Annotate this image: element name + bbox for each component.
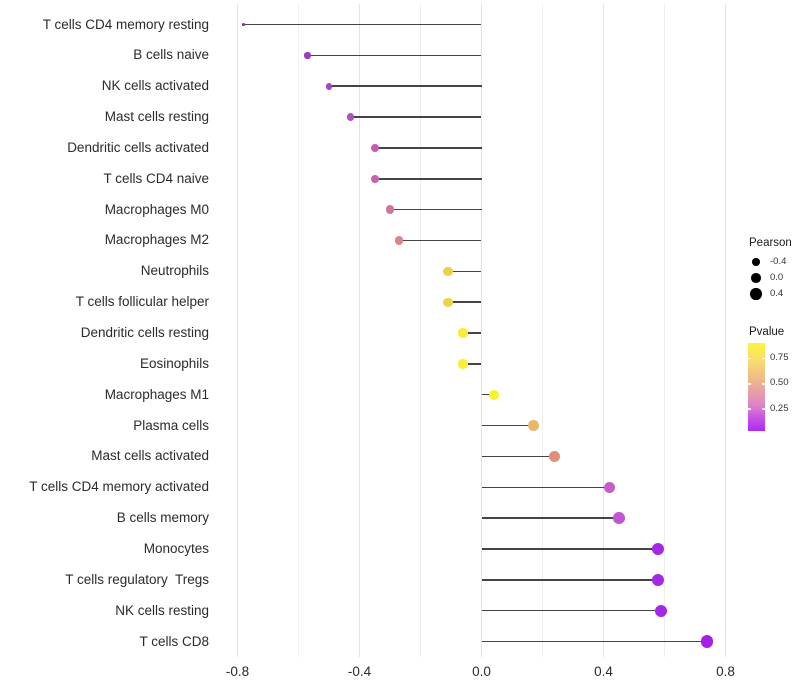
lollipop-dot	[488, 389, 499, 400]
row-label: Dendritic cells resting	[80, 325, 209, 340]
lollipop-stem	[481, 609, 662, 612]
lollipop-stem	[481, 640, 708, 643]
lollipop-stem	[243, 23, 482, 26]
size-legend-dot	[751, 273, 761, 283]
lollipop-dot	[370, 143, 379, 152]
row-label: Macrophages M2	[104, 232, 209, 248]
size-legend-title: Pearson	[749, 237, 792, 249]
lollipop-dot	[346, 113, 355, 121]
row-label: Macrophages M1	[104, 386, 209, 402]
lollipop-dot	[700, 635, 714, 648]
x-tick-label: -0.4	[347, 664, 372, 679]
row-label: T cells CD4 memory resting	[42, 16, 209, 32]
lollipop-dot	[549, 451, 561, 462]
gridline-major	[237, 4, 238, 657]
size-legend-label: -0.4	[770, 256, 787, 267]
lollipop-dot	[370, 174, 379, 183]
gridline-major	[725, 4, 726, 657]
row-label: Neutrophils	[140, 263, 209, 279]
colorbar-tick	[748, 357, 751, 359]
row-label: Dendritic cells activated	[67, 139, 209, 155]
colorbar-tick	[748, 408, 751, 410]
lollipop-dot	[655, 604, 668, 617]
lollipop-dot	[304, 52, 311, 59]
lollipop-stem	[463, 332, 482, 334]
lollipop-stem	[481, 579, 659, 581]
colorbar-tick-label: 0.50	[770, 377, 789, 388]
row-label: T cells CD4 naive	[103, 170, 209, 186]
gridline-minor	[420, 4, 421, 657]
lollipop-stem	[481, 424, 534, 427]
size-legend-label: 0.4	[770, 288, 784, 299]
row-label: T cells regulatory Tregs	[65, 571, 209, 587]
row-label: Monocytes	[143, 540, 209, 556]
row-label: Plasma cells	[133, 417, 209, 433]
row-label: T cells follicular helper	[75, 294, 209, 310]
lollipop-dot	[652, 573, 665, 586]
lollipop-dot	[242, 23, 245, 26]
gridline-minor	[664, 4, 665, 657]
gridline-major	[481, 4, 482, 657]
colorbar-tick	[762, 357, 765, 359]
lollipop-stem	[390, 208, 482, 211]
row-label: NK cells activated	[101, 78, 209, 94]
lollipop-stem	[463, 363, 482, 365]
lollipop-stem	[399, 239, 482, 242]
lollipop-dot	[612, 512, 625, 524]
lollipop-dot	[603, 481, 616, 493]
row-label: T cells CD4 memory activated	[29, 479, 209, 495]
row-label: Eosinophils	[139, 355, 209, 371]
size-legend-label: 0.0	[770, 272, 784, 283]
colorbar-tick-label: 0.25	[770, 402, 789, 414]
row-label: Mast cells resting	[104, 109, 209, 125]
gridline-major	[359, 4, 360, 657]
colorbar-tick	[762, 383, 765, 385]
lollipop-stem	[481, 486, 610, 488]
colorbar-tick-label: 0.75	[770, 351, 789, 363]
lollipop-stem	[481, 455, 555, 458]
lollipop-stem	[374, 147, 482, 149]
lollipop-stem	[447, 301, 482, 303]
lollipop-dot	[458, 359, 468, 369]
colorbar-tick	[762, 408, 765, 410]
colorbar-tick	[748, 383, 751, 385]
x-tick-label: -0.8	[225, 664, 250, 679]
x-tick-label: 0.4	[594, 664, 613, 679]
gridline-minor	[298, 4, 299, 657]
row-label: Macrophages M0	[104, 201, 209, 217]
row-label: B cells naive	[133, 47, 209, 63]
lollipop-stem	[374, 178, 482, 180]
pvalue-colorbar	[748, 343, 765, 431]
lollipop-dot	[443, 297, 453, 307]
row-label: T cells CD8	[139, 633, 209, 649]
lollipop-dot	[458, 328, 468, 338]
size-legend-dot	[750, 288, 762, 300]
x-tick-label: 0.0	[472, 664, 491, 679]
lollipop-stem	[481, 517, 619, 519]
gridline-major	[603, 4, 604, 657]
lollipop-stem	[481, 548, 659, 550]
gridline-minor	[542, 4, 543, 657]
row-label: NK cells resting	[115, 602, 209, 618]
lollipop-stem	[329, 85, 482, 87]
size-legend-dot	[752, 258, 760, 266]
lollipop-dot	[652, 542, 665, 555]
row-label: Mast cells activated	[91, 448, 209, 464]
row-label: B cells memory	[116, 510, 209, 526]
lollipop-dot	[394, 236, 404, 245]
lollipop-dot	[325, 82, 333, 90]
lollipop-stem	[447, 270, 482, 273]
lollipop-stem	[350, 116, 482, 118]
lollipop-stem	[307, 54, 482, 57]
lollipop-dot	[385, 205, 395, 214]
color-legend-title: Pvalue	[749, 326, 785, 338]
lollipop-stem	[481, 393, 494, 396]
x-tick-label: 0.8	[716, 664, 735, 679]
lollipop-dot	[443, 266, 453, 276]
lollipop-dot	[528, 420, 539, 431]
